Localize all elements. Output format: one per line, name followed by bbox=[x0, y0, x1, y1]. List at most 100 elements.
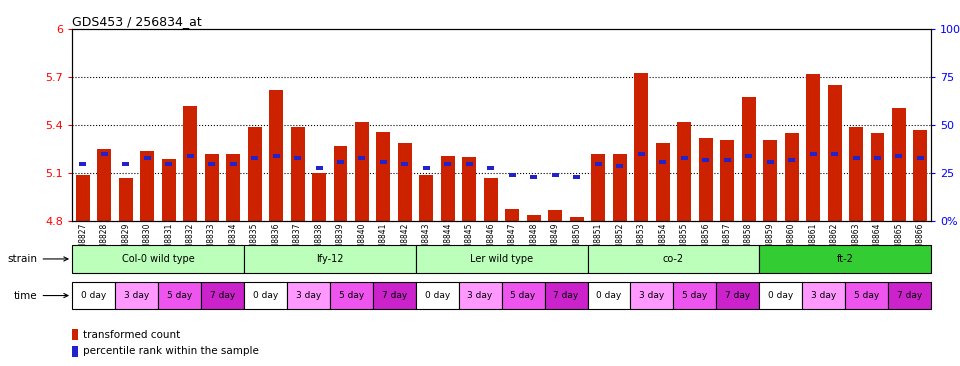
Text: 5 day: 5 day bbox=[511, 291, 536, 300]
Bar bbox=[330, 282, 372, 309]
Bar bbox=[401, 162, 408, 166]
Text: 0 day: 0 day bbox=[596, 291, 622, 300]
Bar bbox=[72, 346, 78, 357]
Bar bbox=[244, 245, 416, 273]
Bar bbox=[72, 245, 244, 273]
Bar bbox=[287, 282, 330, 309]
Bar bbox=[140, 151, 155, 221]
Bar bbox=[416, 245, 588, 273]
Bar bbox=[631, 282, 674, 309]
Bar bbox=[122, 162, 130, 166]
Bar bbox=[544, 282, 588, 309]
Bar bbox=[76, 175, 89, 221]
Text: 7 day: 7 day bbox=[725, 291, 751, 300]
Text: transformed count: transformed count bbox=[83, 330, 180, 340]
Bar bbox=[337, 160, 344, 164]
Text: 3 day: 3 day bbox=[811, 291, 836, 300]
Text: 3 day: 3 day bbox=[124, 291, 149, 300]
Bar bbox=[101, 152, 108, 156]
Bar bbox=[702, 158, 709, 162]
Bar bbox=[699, 138, 712, 221]
Text: 5 day: 5 day bbox=[167, 291, 192, 300]
Text: 5 day: 5 day bbox=[854, 291, 879, 300]
Text: 7 day: 7 day bbox=[897, 291, 923, 300]
Bar bbox=[291, 127, 304, 221]
Bar bbox=[896, 154, 902, 158]
Bar bbox=[892, 108, 906, 221]
Bar bbox=[767, 160, 774, 164]
Bar bbox=[144, 156, 151, 160]
Bar bbox=[588, 245, 759, 273]
Bar bbox=[548, 210, 563, 221]
Bar bbox=[745, 154, 752, 158]
Bar bbox=[72, 329, 78, 340]
Bar bbox=[423, 165, 430, 170]
Text: Ler wild type: Ler wild type bbox=[470, 254, 533, 264]
Bar bbox=[530, 175, 538, 179]
Bar bbox=[355, 122, 369, 221]
Bar bbox=[333, 146, 348, 221]
Bar bbox=[501, 282, 544, 309]
Bar bbox=[294, 156, 301, 160]
Bar bbox=[316, 165, 323, 170]
Bar bbox=[273, 154, 279, 158]
Bar bbox=[637, 152, 645, 156]
Bar bbox=[845, 282, 888, 309]
Bar bbox=[441, 156, 455, 221]
Bar bbox=[552, 173, 559, 178]
Bar bbox=[573, 175, 580, 179]
Text: 7 day: 7 day bbox=[209, 291, 235, 300]
Bar bbox=[724, 158, 731, 162]
Bar bbox=[788, 158, 795, 162]
Bar bbox=[888, 282, 931, 309]
Bar bbox=[914, 130, 927, 221]
Bar bbox=[269, 90, 283, 221]
Bar bbox=[312, 173, 326, 221]
Text: 5 day: 5 day bbox=[683, 291, 708, 300]
Text: 7 day: 7 day bbox=[553, 291, 579, 300]
Text: 7 day: 7 day bbox=[381, 291, 407, 300]
Text: percentile rank within the sample: percentile rank within the sample bbox=[83, 346, 258, 356]
Bar bbox=[201, 282, 244, 309]
Bar bbox=[416, 282, 459, 309]
Bar bbox=[917, 156, 924, 160]
Bar bbox=[420, 175, 433, 221]
Bar bbox=[97, 149, 111, 221]
Bar bbox=[72, 282, 115, 309]
Bar bbox=[463, 157, 476, 221]
Text: lfy-12: lfy-12 bbox=[316, 254, 344, 264]
Bar bbox=[398, 143, 412, 221]
Bar bbox=[119, 178, 132, 221]
Bar bbox=[616, 164, 623, 168]
Bar bbox=[252, 156, 258, 160]
Text: strain: strain bbox=[8, 254, 68, 264]
Bar bbox=[828, 85, 842, 221]
Text: 5 day: 5 day bbox=[339, 291, 364, 300]
Text: 0 day: 0 day bbox=[768, 291, 794, 300]
Bar bbox=[527, 215, 540, 221]
Bar bbox=[874, 156, 881, 160]
Bar bbox=[742, 97, 756, 221]
Bar bbox=[161, 159, 176, 221]
Bar bbox=[358, 156, 366, 160]
Text: 3 day: 3 day bbox=[639, 291, 664, 300]
Bar bbox=[849, 127, 863, 221]
Bar bbox=[80, 162, 86, 166]
Bar bbox=[677, 122, 691, 221]
Bar bbox=[759, 245, 931, 273]
Bar bbox=[809, 152, 817, 156]
Bar bbox=[509, 173, 516, 178]
Bar bbox=[186, 154, 194, 158]
Bar bbox=[852, 156, 859, 160]
Text: 0 day: 0 day bbox=[81, 291, 107, 300]
Bar bbox=[248, 127, 261, 221]
Bar bbox=[656, 143, 670, 221]
Bar bbox=[759, 282, 803, 309]
Bar bbox=[588, 282, 631, 309]
Bar bbox=[505, 209, 519, 221]
Text: time: time bbox=[14, 291, 68, 300]
Text: co-2: co-2 bbox=[662, 254, 684, 264]
Text: 0 day: 0 day bbox=[252, 291, 278, 300]
Bar bbox=[165, 162, 172, 166]
Bar bbox=[595, 162, 602, 166]
